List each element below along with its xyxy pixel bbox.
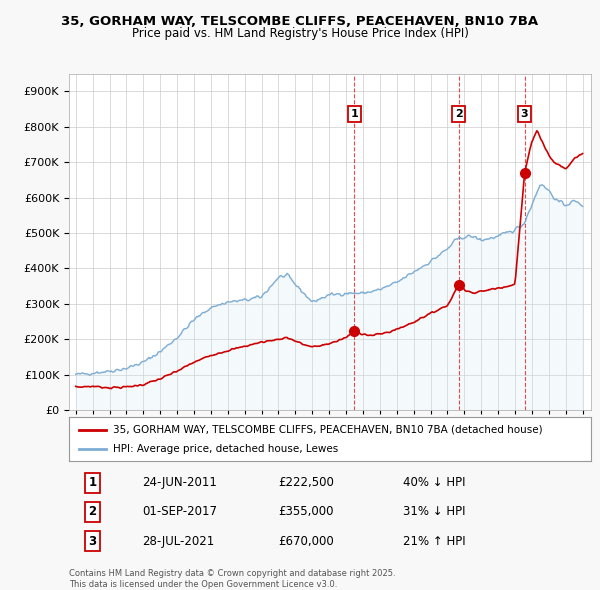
Text: Price paid vs. HM Land Registry's House Price Index (HPI): Price paid vs. HM Land Registry's House … [131, 27, 469, 40]
Text: 1: 1 [350, 109, 358, 119]
Text: HPI: Average price, detached house, Lewes: HPI: Average price, detached house, Lewe… [113, 444, 338, 454]
Text: Contains HM Land Registry data © Crown copyright and database right 2025.
This d: Contains HM Land Registry data © Crown c… [69, 569, 395, 589]
Text: 2: 2 [88, 505, 97, 519]
Text: 21% ↑ HPI: 21% ↑ HPI [403, 535, 466, 548]
Text: 01-SEP-2017: 01-SEP-2017 [142, 505, 217, 519]
Text: 35, GORHAM WAY, TELSCOMBE CLIFFS, PEACEHAVEN, BN10 7BA (detached house): 35, GORHAM WAY, TELSCOMBE CLIFFS, PEACEH… [113, 425, 543, 434]
Text: £670,000: £670,000 [278, 535, 334, 548]
Text: 24-JUN-2011: 24-JUN-2011 [142, 476, 217, 489]
Text: 2: 2 [455, 109, 463, 119]
Text: £222,500: £222,500 [278, 476, 334, 489]
Text: 31% ↓ HPI: 31% ↓ HPI [403, 505, 466, 519]
Text: 3: 3 [88, 535, 97, 548]
Text: 28-JUL-2021: 28-JUL-2021 [142, 535, 214, 548]
Text: 1: 1 [88, 476, 97, 489]
Text: 3: 3 [521, 109, 529, 119]
Text: 40% ↓ HPI: 40% ↓ HPI [403, 476, 466, 489]
Text: 35, GORHAM WAY, TELSCOMBE CLIFFS, PEACEHAVEN, BN10 7BA: 35, GORHAM WAY, TELSCOMBE CLIFFS, PEACEH… [61, 15, 539, 28]
Text: £355,000: £355,000 [278, 505, 334, 519]
